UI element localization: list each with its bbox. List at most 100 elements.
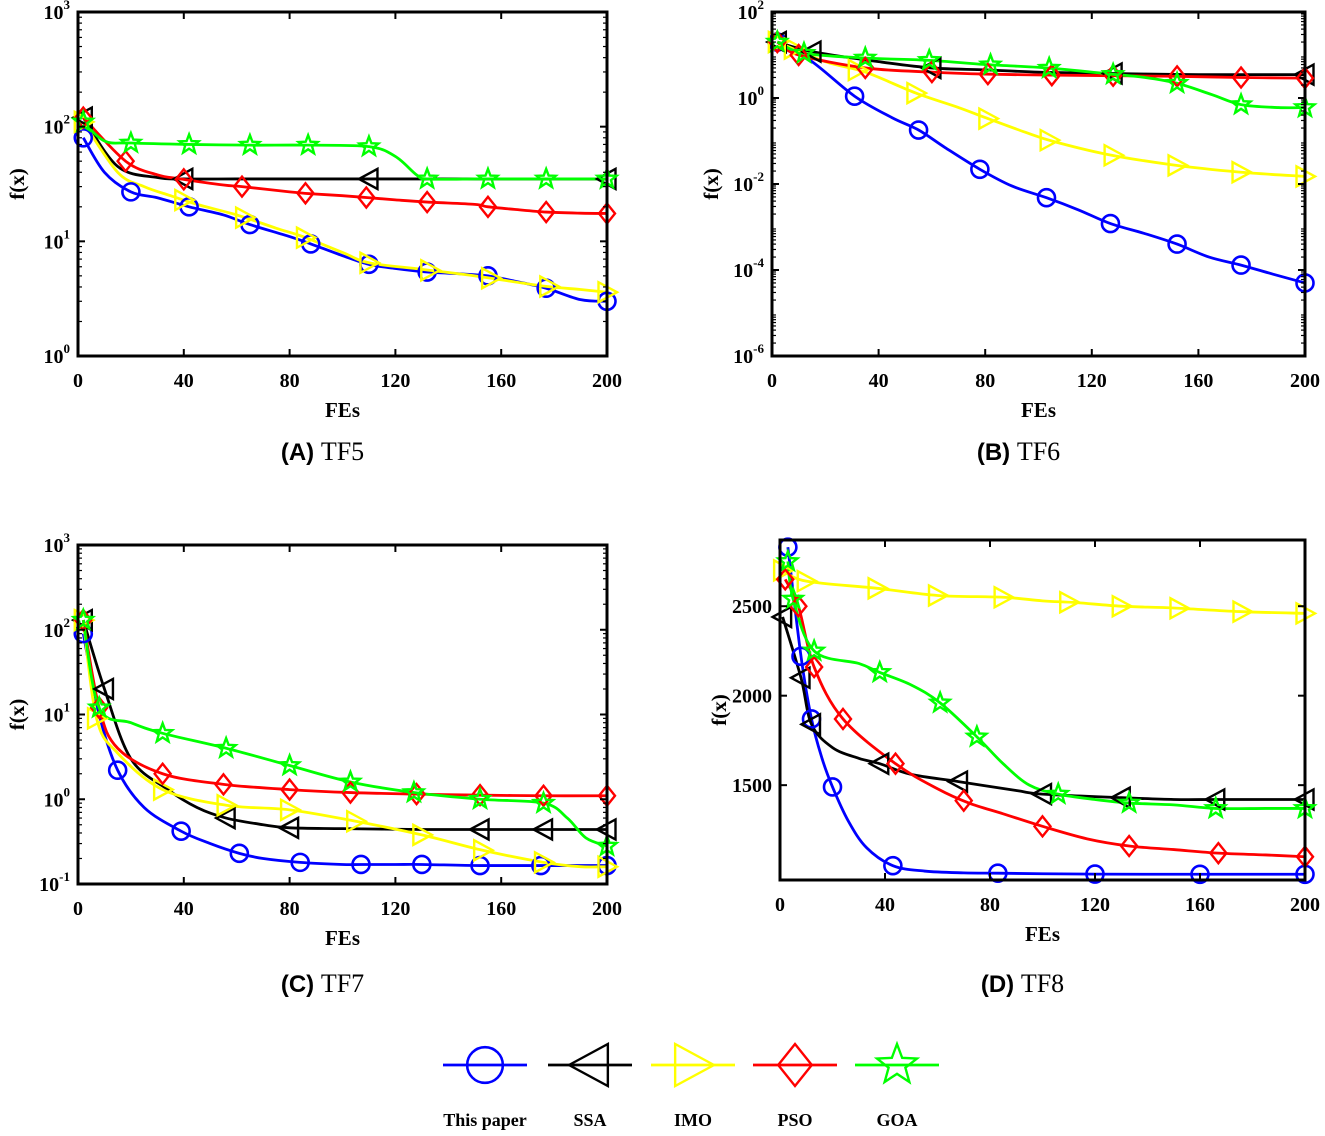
- y-tick-label: 102: [44, 112, 71, 139]
- x-tick-label: 200: [1290, 370, 1320, 392]
- series-line-goa: [81, 619, 608, 848]
- y-tick-label: 1500: [732, 775, 772, 797]
- plot-frame: [770, 10, 1307, 358]
- marker-group: [70, 105, 620, 312]
- caption-name: TF5: [321, 437, 364, 466]
- data-point-this-paper: [1167, 234, 1187, 254]
- series-line-imo: [81, 619, 608, 869]
- chart-panel-tf8: 0 40 80 120 160 200 1500 2000 2500 FEs f(x) (D) TF8: [707, 537, 1320, 998]
- data-point-goa: [791, 39, 817, 65]
- data-point-imo: [1232, 599, 1255, 624]
- data-point-goa: [70, 606, 97, 631]
- data-point-this-paper: [1231, 255, 1251, 275]
- data-point-imo: [359, 250, 382, 275]
- data-point-imo: [412, 822, 435, 847]
- data-point-goa: [801, 637, 827, 662]
- data-point-pso: [804, 655, 824, 679]
- x-tick-label: 200: [592, 370, 622, 392]
- data-point-pso: [1119, 834, 1139, 858]
- data-point-imo: [234, 205, 258, 230]
- data-point-goa: [356, 133, 382, 158]
- data-point-imo: [295, 225, 318, 250]
- data-point-imo: [847, 58, 870, 83]
- caption-letter: (B): [977, 439, 1017, 466]
- data-point-imo: [533, 850, 557, 875]
- data-point-goa: [295, 131, 321, 157]
- x-tick-label: 200: [1290, 894, 1320, 916]
- data-point-this-paper: [908, 120, 929, 140]
- series-line-goa: [786, 561, 1305, 811]
- data-point-goa: [176, 131, 202, 156]
- chart-panel-tf5: 0 40 80 120 160 200 100 101 102 103 FEs f(x) (A) TF5: [5, 0, 622, 466]
- legend-item-pso: PSO: [753, 1042, 837, 1130]
- x-tick-label: 120: [1080, 894, 1110, 916]
- plot-frame: [76, 543, 609, 886]
- y-axis-label: f(x): [707, 694, 731, 725]
- data-point-goa: [1202, 794, 1229, 820]
- data-point-pso: [1231, 65, 1251, 90]
- y-tick-label: 100: [738, 83, 765, 110]
- data-point-goa: [1100, 60, 1126, 86]
- data-point-goa: [475, 165, 501, 190]
- x-tick-label: 160: [486, 898, 516, 920]
- data-point-ssa: [798, 712, 822, 737]
- plot-frame: [76, 10, 609, 358]
- series-line-this-paper: [776, 40, 1306, 285]
- x-tick-label: 160: [1185, 894, 1215, 916]
- caption-name: TF7: [321, 969, 364, 998]
- data-point-this-paper: [822, 777, 843, 797]
- x-tick-label: 120: [1077, 370, 1107, 392]
- y-axis-label: f(x): [5, 168, 29, 199]
- data-point-this-paper: [121, 182, 141, 202]
- x-axis-label: FEs: [1021, 398, 1056, 422]
- data-point-pso: [280, 777, 300, 802]
- data-point-ssa: [799, 39, 822, 64]
- series-line-imo: [776, 40, 1306, 178]
- data-point-this-paper: [1190, 864, 1210, 885]
- series-line-this-paper: [82, 137, 608, 303]
- data-point-pso: [885, 751, 906, 776]
- data-point-imo: [867, 576, 890, 601]
- panel-caption: (D) TF8: [981, 969, 1064, 998]
- data-point-imo: [279, 797, 303, 822]
- data-point-this-paper: [171, 821, 191, 841]
- data-point-pso: [174, 167, 194, 192]
- data-point-imo: [927, 583, 951, 608]
- legend-item-imo: IMO: [651, 1041, 735, 1130]
- data-point-ssa: [788, 665, 811, 690]
- data-point-this-paper: [1036, 187, 1057, 208]
- data-point-pso: [295, 181, 316, 206]
- data-point-pso: [213, 772, 234, 797]
- data-point-pso: [478, 194, 498, 219]
- x-tick-label: 80: [975, 370, 995, 392]
- legend-label: IMO: [674, 1110, 712, 1130]
- y-tick-label: 102: [44, 615, 71, 642]
- data-point-imo: [1169, 596, 1192, 621]
- x-tick-label: 80: [280, 370, 300, 392]
- data-point-this-paper: [351, 854, 371, 875]
- data-point-imo: [796, 569, 819, 594]
- data-point-imo: [480, 266, 504, 291]
- x-tick-label: 160: [486, 370, 516, 392]
- data-point-ssa: [1203, 787, 1226, 812]
- x-tick-label: 80: [980, 894, 1000, 916]
- legend-marker-imo: [673, 1041, 717, 1089]
- data-point-imo: [978, 106, 1001, 131]
- legend-label: SSA: [573, 1110, 606, 1130]
- x-tick-label: 0: [73, 370, 83, 392]
- data-point-imo: [1103, 143, 1126, 168]
- caption-letter: (C): [281, 971, 321, 998]
- data-point-this-paper: [1085, 864, 1105, 884]
- y-tick-label: 2000: [732, 686, 772, 708]
- data-point-goa: [276, 752, 303, 777]
- caption-name: TF8: [1021, 969, 1064, 998]
- data-point-imo: [420, 258, 443, 283]
- data-point-this-paper: [1100, 213, 1121, 234]
- x-tick-label: 160: [1183, 370, 1213, 392]
- data-point-imo: [1167, 153, 1190, 178]
- x-tick-label: 0: [767, 370, 777, 392]
- data-point-ssa: [356, 166, 379, 191]
- series-line-pso: [81, 619, 608, 798]
- marker-group: [770, 537, 1318, 885]
